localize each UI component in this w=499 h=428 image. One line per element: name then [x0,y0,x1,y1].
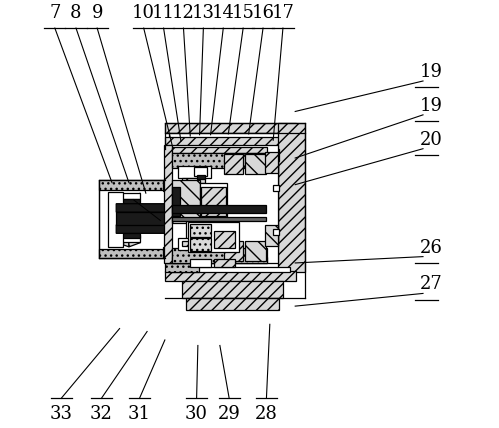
Text: 29: 29 [218,405,241,423]
Polygon shape [129,237,140,247]
Text: 14: 14 [212,4,235,22]
Bar [186,297,279,310]
Bar [188,222,239,253]
Bar [108,192,123,247]
Polygon shape [129,193,140,209]
Bar [214,231,235,248]
Bar [273,229,279,235]
Bar [173,205,266,213]
Polygon shape [116,204,173,212]
Bar [265,152,278,173]
Text: 32: 32 [90,405,113,423]
Bar [178,238,211,250]
Bar [165,123,296,133]
Text: 26: 26 [420,239,443,257]
Text: 9: 9 [91,4,103,22]
Polygon shape [117,193,129,209]
Bar [266,161,278,246]
Bar [182,241,205,246]
Bar [117,233,140,238]
Text: 13: 13 [192,4,215,22]
Bar [99,181,166,190]
Text: 19: 19 [420,97,443,115]
Text: 10: 10 [132,4,155,22]
Bar [214,259,235,267]
Bar [164,146,172,263]
Text: 15: 15 [232,4,254,22]
Bar [172,146,267,153]
Bar [278,123,304,272]
Bar [165,146,278,263]
Bar [172,257,267,263]
Text: 8: 8 [70,4,82,22]
Bar [266,149,279,161]
Bar [201,187,226,217]
Bar [186,221,229,246]
Bar [165,271,296,281]
Polygon shape [116,225,173,233]
Bar [246,154,266,174]
Bar [172,153,267,168]
Bar [116,212,173,225]
Bar [246,241,266,261]
Bar [169,267,290,272]
Bar [117,193,140,199]
Bar [195,167,207,176]
Bar [182,281,283,297]
Bar [169,133,294,138]
Bar [165,263,199,272]
Bar [265,225,278,246]
Text: 7: 7 [49,4,60,22]
Bar [224,154,243,174]
Bar [182,178,205,184]
Text: 33: 33 [50,405,73,423]
Bar [165,137,296,149]
Bar [197,175,205,179]
Text: 11: 11 [152,4,175,22]
Bar [163,247,167,258]
Bar [200,183,228,221]
Text: 17: 17 [271,4,294,22]
Text: 12: 12 [172,4,195,22]
Bar [190,259,212,267]
Bar [178,166,211,178]
Text: 27: 27 [420,276,443,294]
Bar [117,199,140,204]
Polygon shape [117,237,129,247]
Bar [173,181,200,223]
Text: 19: 19 [420,63,443,81]
Bar [173,217,266,221]
Text: 16: 16 [251,4,274,22]
Bar [172,248,267,263]
Bar [190,238,212,251]
Bar [165,149,199,158]
Bar [163,181,167,191]
Text: 30: 30 [185,405,208,423]
Bar [190,224,212,237]
Bar [99,181,166,258]
Bar [224,241,243,261]
Bar [173,187,180,217]
Bar [117,235,140,242]
Text: 31: 31 [128,405,151,423]
Bar [99,249,166,258]
Bar [273,184,279,191]
Text: 20: 20 [420,131,443,149]
Text: 28: 28 [255,405,278,423]
